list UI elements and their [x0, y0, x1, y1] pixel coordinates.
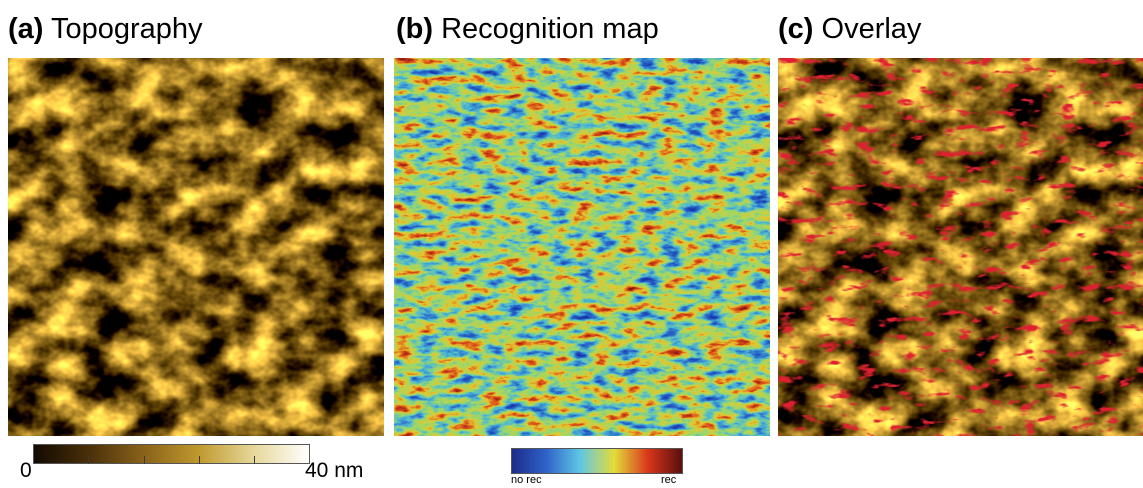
panel-letter-b: (b)	[396, 13, 434, 45]
topography-texture	[8, 58, 384, 436]
panel-label-b: Recognition map	[441, 13, 659, 45]
recognition-colorbar-max: rec	[661, 474, 677, 486]
panel-title-a: (a) Topography	[8, 10, 203, 48]
topography-colorbar	[33, 444, 310, 464]
panel-title-c: (c) Overlay	[778, 10, 921, 48]
overlay-image	[778, 58, 1143, 436]
panel-letter-c: (c)	[778, 13, 814, 45]
topography-image	[8, 58, 384, 436]
panel-label-c: Overlay	[821, 13, 922, 45]
colorbar-tick	[144, 456, 145, 464]
topography-colorbar-min: 0	[20, 459, 32, 482]
panel-title-b: (b) Recognition map	[396, 10, 659, 48]
colorbar-tick	[254, 456, 255, 464]
recognition-map-texture	[394, 58, 770, 436]
panel-label-a: Topography	[51, 13, 203, 45]
recognition-colorbar	[511, 448, 683, 474]
recognition-map-image	[394, 58, 770, 436]
colorbar-tick	[88, 456, 89, 464]
overlay-texture	[778, 58, 1143, 436]
recognition-colorbar-min: no rec	[511, 474, 542, 486]
colorbar-tick	[199, 456, 200, 464]
topography-colorbar-max: 40 nm	[305, 459, 364, 482]
panel-letter-a: (a)	[8, 13, 44, 45]
